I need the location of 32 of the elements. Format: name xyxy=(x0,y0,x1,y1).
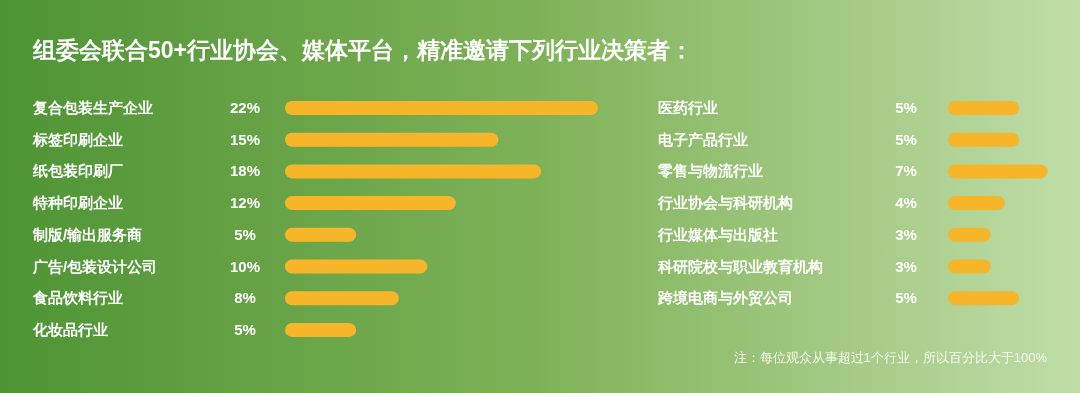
data-label: 5% xyxy=(895,289,917,307)
y-tick-label: 复合包装生产企业 xyxy=(32,99,153,116)
y-tick-label: 制版/输出服务商 xyxy=(32,225,143,243)
y-tick-label: 跨境电商与外贸公司 xyxy=(657,289,793,307)
y-tick-label: 化妆品行业 xyxy=(32,320,108,338)
data-label: 4% xyxy=(895,194,917,212)
data-label: 5% xyxy=(895,130,917,148)
data-label: 22% xyxy=(229,99,261,116)
y-tick-label: 医药行业 xyxy=(658,99,718,116)
y-tick-label: 行业媒体与出版社 xyxy=(657,225,778,243)
data-label: 18% xyxy=(229,162,261,180)
data-label: 3% xyxy=(895,225,917,243)
data-label: 15% xyxy=(229,130,261,148)
data-label: 7% xyxy=(895,162,917,180)
data-label: 3% xyxy=(895,257,917,275)
data-label: 5% xyxy=(895,99,917,116)
text: 注：每位观众从事超过1个行业，所以百分比大于100% xyxy=(733,350,1048,365)
y-tick-label: 科研院校与职业教育机构 xyxy=(657,257,823,275)
y-tick-label: 特种印刷企业 xyxy=(32,194,123,212)
data-label: 5% xyxy=(234,320,256,338)
data-label: 8% xyxy=(234,289,256,307)
chart-title: 组委会联合50+行业协会、媒体平台，精准邀请下列行业决策者： xyxy=(32,37,694,63)
y-tick-label: 零售与物流行业 xyxy=(658,162,763,180)
data-label: 10% xyxy=(229,257,261,275)
y-tick-label: 食品饮料行业 xyxy=(32,289,123,307)
y-tick-label: 标签印刷企业 xyxy=(32,130,123,148)
y-tick-label: 纸包装印刷厂 xyxy=(32,162,123,180)
data-label: 5% xyxy=(234,225,256,243)
data-label: 12% xyxy=(229,194,261,212)
y-tick-label: 行业协会与科研机构 xyxy=(657,194,793,212)
y-tick-label: 电子产品行业 xyxy=(658,130,748,148)
y-tick-label: 广告/包装设计公司 xyxy=(32,257,158,275)
